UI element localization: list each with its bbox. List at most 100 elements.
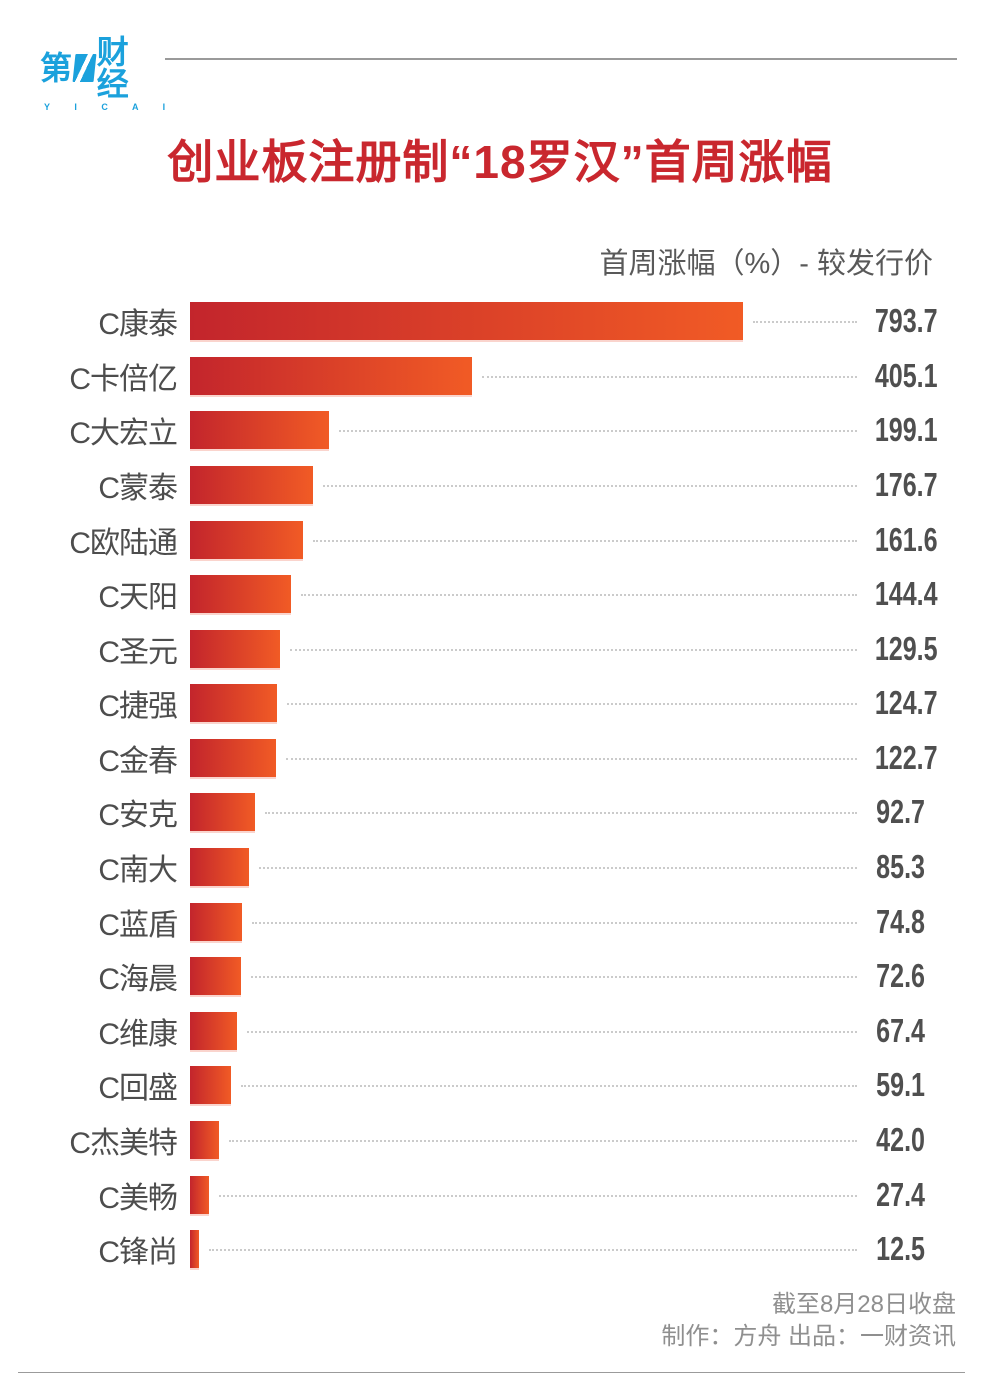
stock-label: C大宏立 [69, 417, 178, 451]
bar-track [190, 793, 859, 832]
value-bar [190, 738, 276, 777]
bar-row: C海晨 72.6 [40, 949, 925, 1004]
stock-label: C捷强 [98, 690, 178, 724]
logo-one-box-icon [72, 54, 97, 82]
leader-line [338, 430, 857, 433]
value-label: 59.1 [876, 1066, 925, 1104]
leader-line [241, 1085, 857, 1088]
stock-label: C海晨 [98, 963, 178, 997]
value-bar [190, 302, 743, 341]
leader-line [290, 648, 857, 651]
value-bar [190, 1011, 237, 1050]
stock-label: C杰美特 [69, 1126, 178, 1160]
bar-track [190, 902, 859, 941]
bar-row: C锋尚 12.5 [40, 1222, 925, 1277]
bar-track [190, 1230, 859, 1269]
stock-label: C蓝盾 [98, 908, 178, 942]
stock-label: C美畅 [98, 1181, 178, 1215]
value-bar [190, 575, 291, 614]
bar-row: C回盛 59.1 [40, 1058, 925, 1113]
leader-line [312, 539, 857, 542]
bar-row: C金春 122.7 [40, 731, 938, 786]
value-bar [190, 411, 329, 450]
footer-note: 截至8月28日收盘 [771, 1291, 956, 1318]
value-label: 161.6 [874, 520, 938, 558]
value-bar [190, 793, 255, 832]
value-label: 12.5 [876, 1230, 925, 1268]
bar-chart: C康泰 793.7 C卡倍亿 405.1 C大宏立 199.1 C蒙泰 176.7 C欧陆通 16… [40, 294, 938, 1277]
bar-track [190, 520, 859, 559]
bar-track [190, 302, 859, 341]
value-label: 42.0 [876, 1120, 925, 1158]
leader-line [259, 867, 857, 870]
bar-row: C圣元 129.5 [40, 621, 938, 676]
value-bar [190, 356, 473, 395]
bar-track [190, 629, 859, 668]
value-label: 176.7 [874, 466, 938, 504]
logo-char-di: 第 [40, 50, 73, 86]
bar-row: C卡倍亿 405.1 [40, 349, 938, 404]
leader-line [285, 757, 857, 760]
bar-track [190, 575, 859, 614]
stock-label: C锋尚 [98, 1236, 178, 1270]
stock-label: C回盛 [98, 1072, 178, 1106]
value-label: 27.4 [876, 1175, 925, 1213]
value-bar [190, 520, 303, 559]
stock-label: C南大 [98, 854, 178, 888]
value-bar [190, 957, 241, 996]
footer-credits: 制作：方舟 出品：一财资讯 [661, 1323, 956, 1350]
bar-track [190, 738, 859, 777]
value-bar [190, 1230, 199, 1269]
value-bar [190, 1066, 232, 1105]
leader-line [286, 703, 857, 706]
leader-line [229, 1139, 857, 1142]
value-label: 199.1 [874, 411, 938, 449]
stock-label: C蒙泰 [98, 472, 178, 506]
stock-label: C康泰 [98, 308, 178, 342]
value-label: 129.5 [874, 629, 938, 667]
leader-line [219, 1194, 857, 1197]
bar-track [190, 466, 859, 505]
bar-track [190, 684, 859, 723]
chart-subtitle: 首周涨幅（%）- 较发行价 [599, 248, 933, 280]
leader-line [264, 812, 857, 815]
bar-row: C康泰 793.7 [40, 294, 938, 349]
value-label: 85.3 [876, 848, 925, 886]
value-label: 74.8 [876, 902, 925, 940]
bar-row: C杰美特 42.0 [40, 1113, 925, 1168]
bar-track [190, 1175, 859, 1214]
value-label: 67.4 [876, 1011, 925, 1049]
value-label: 72.6 [876, 957, 925, 995]
bar-track [190, 1120, 859, 1159]
value-label: 122.7 [874, 738, 938, 776]
bar-row: C蒙泰 176.7 [40, 458, 938, 513]
leader-line [252, 921, 857, 924]
stock-label: C金春 [98, 744, 178, 778]
bar-row: C大宏立 199.1 [40, 403, 938, 458]
value-label: 405.1 [874, 356, 938, 394]
bar-row: C南大 85.3 [40, 840, 925, 895]
value-bar [190, 848, 250, 887]
stock-label: C维康 [98, 1017, 178, 1051]
stock-label: C天阳 [98, 581, 178, 615]
bar-row: C天阳 144.4 [40, 567, 938, 622]
leader-line [208, 1249, 857, 1252]
bar-row: C美畅 27.4 [40, 1167, 925, 1222]
value-label: 124.7 [874, 684, 938, 722]
chart-footer: 截至8月28日收盘 制作：方舟 出品：一财资讯 [661, 1289, 956, 1353]
value-bar [190, 1120, 220, 1159]
yicai-logo: 第 财经 Y I C A I [40, 36, 165, 112]
leader-line [247, 1030, 857, 1033]
value-bar [190, 902, 243, 941]
bar-track [190, 356, 859, 395]
value-bar [190, 1175, 210, 1214]
stock-label: C圣元 [98, 635, 178, 669]
bar-track [190, 411, 859, 450]
stock-label: C安克 [98, 799, 178, 833]
value-bar [190, 629, 281, 668]
value-bar [190, 466, 314, 505]
value-label: 144.4 [874, 575, 938, 613]
page-title: 创业板注册制“18罗汉”首周涨幅 [167, 136, 833, 188]
bar-track [190, 1066, 859, 1105]
bar-row: C蓝盾 74.8 [40, 894, 925, 949]
